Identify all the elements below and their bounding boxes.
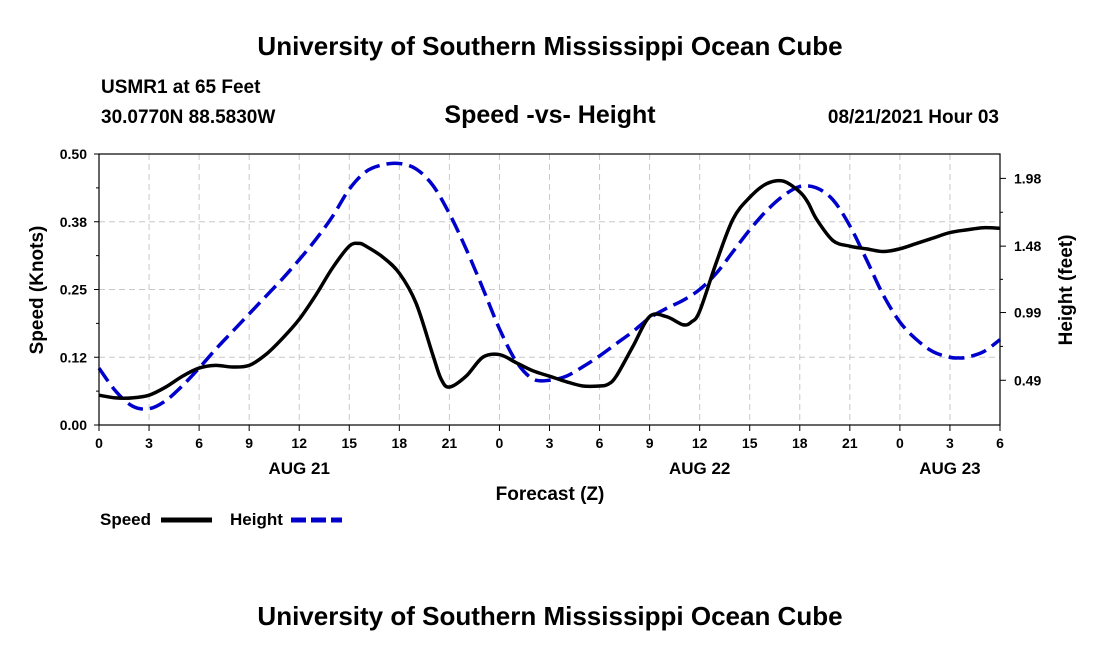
x-tick-label: 15 <box>742 435 758 451</box>
station-label: USMR1 at 65 Feet <box>101 77 261 98</box>
date-label: AUG 23 <box>919 459 980 478</box>
date-label: AUG 22 <box>669 459 730 478</box>
x-tick-label: 12 <box>291 435 307 451</box>
top-title: University of Southern Mississippi Ocean… <box>257 31 843 61</box>
datetime-label: 08/21/2021 Hour 03 <box>827 107 999 128</box>
x-tick-label: 6 <box>996 435 1004 451</box>
x-tick-label: 9 <box>245 435 253 451</box>
speed-series-line <box>98 178 1001 400</box>
x-axis-label: Forecast (Z) <box>496 484 605 505</box>
series-group <box>97 161 1002 411</box>
date-label: AUG 21 <box>269 459 330 478</box>
y2-tick-label: 1.48 <box>1014 238 1041 254</box>
x-tick-label: 9 <box>646 435 654 451</box>
y-tick-label: 0.25 <box>60 282 87 298</box>
y-tick-label: 0.00 <box>60 417 87 433</box>
x-tick-label: 0 <box>896 435 904 451</box>
y2-tick-label: 0.99 <box>1014 305 1041 321</box>
y-tick-label: 0.38 <box>60 214 87 230</box>
x-tick-label: 0 <box>496 435 504 451</box>
x-tick-label: 6 <box>596 435 604 451</box>
legend-speed-label: Speed <box>100 510 151 529</box>
x-tick-label: 3 <box>546 435 554 451</box>
x-tick-label: 12 <box>692 435 708 451</box>
x-tick-label: 18 <box>792 435 808 451</box>
y2-tick-label: 1.98 <box>1014 170 1041 186</box>
x-tick-label: 15 <box>341 435 357 451</box>
x-tick-label: 0 <box>95 435 103 451</box>
grid-lines <box>99 154 1000 425</box>
chart-subtitle: Speed -vs- Height <box>444 101 656 129</box>
y-tick-label: 0.12 <box>60 349 87 365</box>
x-tick-label: 18 <box>392 435 408 451</box>
x-tick-label: 21 <box>442 435 458 451</box>
axes-group: 0.00 0.12 0.25 0.38 0.50 0.49 0.99 1.48 1.98 0 3 6 9… <box>60 146 1042 478</box>
legend-height-label: Height <box>230 510 283 529</box>
y2-tick-label: 0.49 <box>1014 372 1041 388</box>
x-tick-label: 6 <box>195 435 203 451</box>
x-tick-label: 21 <box>842 435 858 451</box>
y-tick-label: 0.50 <box>60 146 87 162</box>
y2-axis-label: Height (feet) <box>1056 235 1077 346</box>
legend: Speed Height <box>100 510 342 529</box>
location-label: 30.0770N 88.5830W <box>101 107 276 128</box>
y-axis-label: Speed (Knots) <box>27 226 48 355</box>
x-tick-label: 3 <box>145 435 153 451</box>
x-tick-label: 3 <box>946 435 954 451</box>
bottom-title: University of Southern Mississippi Ocean… <box>257 601 843 631</box>
